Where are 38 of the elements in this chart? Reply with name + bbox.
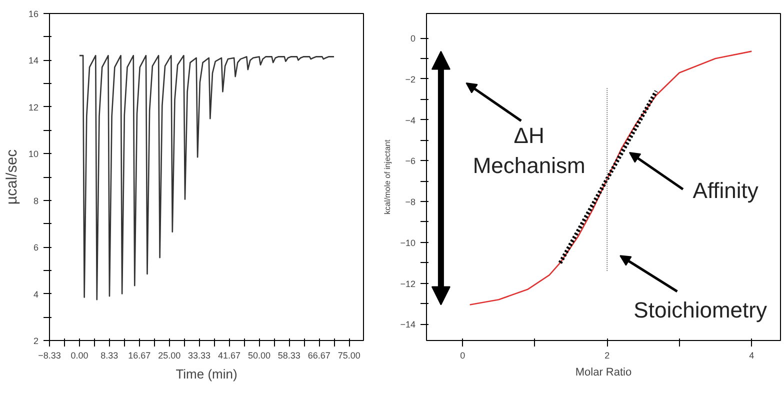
x-axis-title: Time (min) [176,366,238,382]
y-tick-label: 14 [28,56,39,66]
annotation: ΔH Mechanism [472,122,586,178]
y-tick-label: 12 [28,102,39,112]
x-tick-label: 4 [749,350,754,360]
x-tick-label: 0.00 [70,350,88,360]
x-tick-label: 2 [604,350,610,360]
y-tick-label: −14 [400,320,416,330]
y-tick-label: 2 [33,336,39,346]
x-tick-label: 33.33 [188,350,211,360]
x-tick-label: 41.67 [218,350,241,360]
x-tick-label: 0 [460,350,466,360]
annotation: Affinity [692,178,758,203]
x-tick-label: 75.00 [338,350,360,360]
y-axis-title: kcal/mole of injectant [383,138,392,214]
y-tick-label: −2 [405,74,416,84]
y-tick-label: −12 [400,278,416,289]
y-tick-label: −6 [405,156,416,166]
y-tick-label: −10 [400,238,416,248]
line-series [78,54,335,300]
y-tick-label: −4 [405,115,416,126]
y-tick-label: 16 [28,9,39,19]
y-tick-label: 4 [33,289,39,300]
y-tick-label: 0 [410,34,416,44]
y-tick-label: 6 [33,242,39,253]
x-axis-title: Molar Ratio [575,366,632,378]
x-tick-label: 66.67 [308,350,330,360]
x-tick-label: −8.33 [38,350,61,360]
x-tick-label: 8.33 [100,350,118,360]
annotation: Stoichiometry [634,297,767,322]
y-axis-title: µcal/sec [3,148,20,205]
x-tick-label: 25.00 [158,350,181,360]
y-tick-label: 10 [28,149,39,160]
x-tick-label: 58.33 [278,350,300,360]
y-tick-label: 8 [33,196,39,206]
x-tick-label: 16.67 [128,350,151,360]
x-tick-label: 50.00 [248,350,270,360]
y-tick-label: −8 [405,197,416,208]
